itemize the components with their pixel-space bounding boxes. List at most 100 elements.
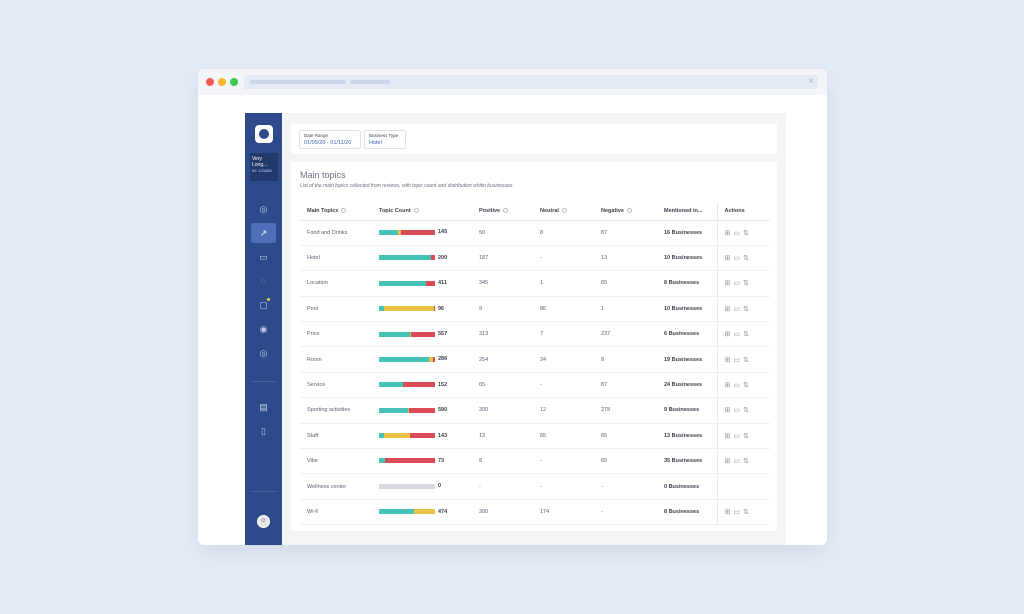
share-icon[interactable]: ⇅: [743, 280, 749, 288]
sort-icon[interactable]: [561, 208, 567, 214]
comment-icon[interactable]: ▭: [733, 356, 740, 364]
topic-name: Wi-fi: [300, 499, 372, 526]
column-header-negative[interactable]: Negative: [594, 203, 657, 221]
flow-icon[interactable]: ⊞: [724, 280, 731, 288]
sidebar-item-notes[interactable]: ▤: [251, 397, 276, 417]
sentiment-distribution-bar: [379, 331, 435, 337]
comment-icon[interactable]: ▭: [733, 305, 740, 313]
neutral-count: 1: [533, 270, 594, 297]
topic-count-value: 143: [438, 432, 448, 439]
sidebar-item-target[interactable]: ◉: [251, 319, 276, 339]
comment-icon[interactable]: ▭: [733, 229, 740, 237]
share-icon[interactable]: ⇅: [743, 331, 749, 339]
share-icon[interactable]: ⇅: [743, 356, 749, 364]
comment-icon[interactable]: ▭: [733, 255, 740, 263]
negative-count: 278: [594, 397, 657, 424]
table-row: Price 557 313 7 237 6 Businesses ⊞ ▭ ⇅: [300, 321, 770, 348]
table-row: Staff 143 13 65 65 13 Businesses ⊞ ▭ ⇅: [300, 423, 770, 450]
flow-icon[interactable]: ⊞: [724, 382, 731, 390]
share-icon[interactable]: ⇅: [743, 407, 749, 415]
table-row: Wellness center 0- - -0 Businesses: [300, 473, 770, 500]
positive-count: 254: [472, 346, 533, 373]
row-actions: ⊞ ▭ ⇅: [716, 346, 770, 373]
mobile-icon: ▯: [261, 426, 266, 436]
sort-icon[interactable]: [413, 208, 419, 214]
date-range-filter[interactable]: Date Range 01/05/20 - 01/11/20: [299, 130, 361, 149]
business-type-filter[interactable]: Business Type Hotel: [364, 130, 406, 149]
bar-segment-negative: [426, 280, 435, 286]
bar-segment-negative: [431, 255, 435, 261]
sidebar: Very Long... ID: 123456 ◎ ↗ ▭ ◌ ▢ ◉ ◎ ▤ ▯ ☺: [245, 113, 282, 545]
share-icon[interactable]: ⇅: [743, 229, 749, 237]
sort-icon[interactable]: [503, 208, 509, 214]
sort-icon[interactable]: [626, 208, 632, 214]
neutral-count: 8: [533, 220, 594, 246]
sidebar-item-trend[interactable]: ↗: [251, 223, 276, 243]
comment-icon[interactable]: ▭: [733, 331, 740, 339]
comment-icon[interactable]: ▭: [733, 280, 740, 288]
flow-icon[interactable]: ⊞: [724, 255, 731, 263]
share-icon[interactable]: ⇅: [743, 382, 749, 390]
bar-segment-positive: [379, 382, 404, 388]
close-window-dot[interactable]: [206, 78, 214, 86]
sidebar-item-mobile[interactable]: ▯: [251, 421, 276, 441]
share-icon[interactable]: ⇅: [743, 255, 749, 263]
sidebar-item-tasks[interactable]: ▢: [251, 295, 276, 315]
neutral-count: -: [533, 245, 594, 272]
address-bar[interactable]: ×: [244, 75, 818, 89]
minimize-window-dot[interactable]: [218, 78, 226, 86]
flow-icon[interactable]: ⊞: [724, 432, 731, 440]
negative-count: 87: [594, 372, 657, 399]
flow-icon[interactable]: ⊞: [724, 356, 731, 364]
sidebar-divider: [251, 491, 276, 492]
table-header-row: Main Topics Topic Count Positive Neutral…: [300, 203, 770, 221]
negative-count: 1: [594, 296, 657, 323]
row-actions: ⊞ ▭ ⇅: [716, 499, 770, 526]
target-icon: ◉: [259, 324, 268, 334]
topic-name: Hotel: [300, 245, 372, 272]
positive-count: 345: [472, 270, 533, 297]
sidebar-item-compass[interactable]: ◎: [251, 199, 276, 219]
mentioned-in: 10 Businesses: [657, 296, 717, 323]
account-switcher[interactable]: Very Long... ID: 123456: [250, 153, 278, 181]
share-icon[interactable]: ⇅: [743, 458, 749, 466]
negative-count: 13: [594, 245, 657, 272]
column-header-positive[interactable]: Positive: [472, 203, 533, 221]
sort-icon[interactable]: [341, 208, 347, 214]
topic-count-value: 411: [438, 280, 447, 287]
negative-count: 65: [594, 270, 657, 297]
sidebar-item-report[interactable]: ▭: [251, 247, 276, 267]
share-icon[interactable]: ⇅: [743, 432, 749, 440]
flow-icon[interactable]: ⊞: [724, 229, 731, 237]
topic-count-value: 73: [438, 457, 445, 464]
flow-icon[interactable]: ⊞: [724, 407, 731, 415]
maximize-window-dot[interactable]: [230, 78, 238, 86]
settings-icon: ◎: [259, 348, 268, 358]
flow-icon[interactable]: ⊞: [724, 458, 731, 466]
comment-icon[interactable]: ▭: [733, 432, 740, 440]
share-icon[interactable]: ⇅: [743, 305, 749, 313]
bar-segment-positive: [379, 433, 385, 439]
comment-icon[interactable]: ▭: [733, 508, 740, 516]
share-icon[interactable]: ⇅: [743, 508, 749, 516]
bar-segment-negative: [434, 306, 435, 312]
column-header-neutral[interactable]: Neutral: [533, 203, 594, 221]
flow-icon[interactable]: ⊞: [724, 331, 731, 339]
trend-icon: ↗: [259, 228, 268, 238]
mentioned-in: 8 Businesses: [657, 270, 717, 297]
app-logo[interactable]: [255, 125, 273, 143]
sidebar-item-settings[interactable]: ◎: [251, 343, 276, 363]
flow-icon[interactable]: ⊞: [724, 508, 731, 516]
close-icon[interactable]: ×: [808, 76, 814, 87]
column-header-topic[interactable]: Main Topics: [300, 203, 372, 221]
sidebar-item-messages[interactable]: ◌: [251, 271, 276, 291]
bar-segment-negative: [385, 458, 435, 464]
negative-count: 237: [594, 321, 657, 348]
comment-icon[interactable]: ▭: [733, 458, 740, 466]
comment-icon[interactable]: ▭: [733, 407, 740, 415]
bar-segment-negative: [403, 382, 435, 388]
user-avatar[interactable]: ☺: [257, 515, 270, 528]
column-header-count[interactable]: Topic Count: [372, 203, 472, 221]
comment-icon[interactable]: ▭: [733, 382, 740, 390]
flow-icon[interactable]: ⊞: [724, 305, 731, 313]
